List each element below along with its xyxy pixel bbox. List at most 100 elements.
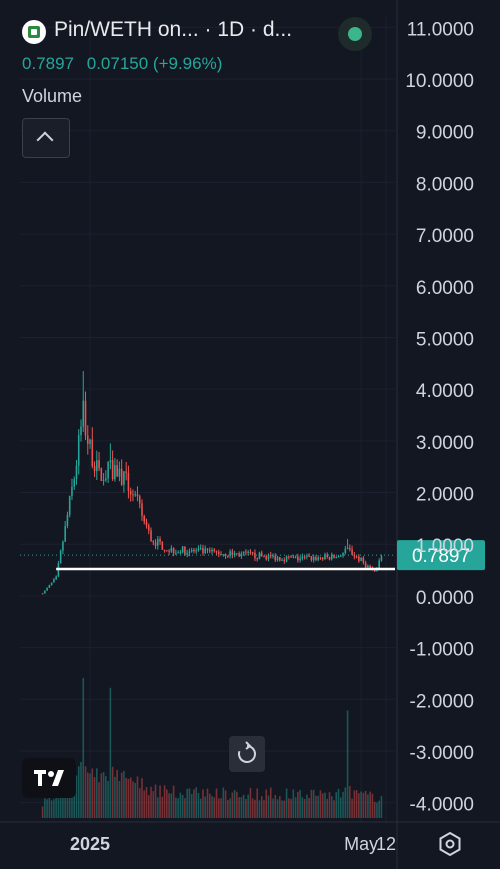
candle-body <box>46 587 48 591</box>
volume-bar <box>324 792 326 818</box>
candle-body <box>64 525 66 542</box>
last-price: 0.7897 <box>22 54 74 73</box>
volume-bar <box>367 794 369 818</box>
reset-view-button[interactable] <box>229 736 265 772</box>
legend-header[interactable]: Pin/WETH on... · 1D · d... <box>22 18 392 48</box>
volume-bar <box>111 766 114 818</box>
volume-bar <box>233 789 236 818</box>
candle-body <box>44 590 46 594</box>
collapse-legend-button[interactable] <box>22 118 70 158</box>
volume-bar <box>116 769 118 818</box>
volume-bar <box>258 800 261 818</box>
volume-bar <box>333 800 335 818</box>
volume-bar <box>197 792 200 818</box>
volume-bar <box>245 798 247 818</box>
volume-bar <box>362 792 365 818</box>
y-tick-label: 10.0000 <box>405 71 474 92</box>
price-axis[interactable]: 11.0000 10.0000 9.0000 8.0000 7.0000 6.0000 5.… <box>405 19 474 815</box>
volume-bar <box>134 782 137 818</box>
volume-bar <box>202 789 204 818</box>
candle-body <box>132 494 134 496</box>
symbol-title[interactable]: Pin/WETH on... · 1D · d... <box>54 18 293 41</box>
candle-body <box>358 556 360 561</box>
candle-body <box>364 562 367 568</box>
candle-body <box>186 552 188 555</box>
volume-bar <box>91 768 94 818</box>
candle-body <box>349 547 351 550</box>
volume-bar <box>145 787 148 818</box>
volume-label: Volume <box>22 86 83 106</box>
candle-body <box>111 460 114 480</box>
volume-bar <box>263 800 265 818</box>
volume-bar <box>136 776 139 818</box>
candle-body <box>80 426 82 436</box>
candle-body <box>240 553 243 557</box>
volume-bar <box>222 787 225 818</box>
y-tick-label: 4.0000 <box>416 381 474 402</box>
live-status-icon[interactable] <box>338 17 372 51</box>
volume-bar <box>161 796 164 818</box>
candle-body <box>161 541 164 550</box>
volume-bar <box>215 788 218 818</box>
candle-body <box>324 554 326 560</box>
volume-bar <box>89 773 91 818</box>
volume-bar <box>105 776 107 818</box>
candle-body <box>175 552 177 554</box>
candle-body <box>242 551 245 554</box>
settings-button[interactable] <box>436 830 464 858</box>
volume-bar <box>44 798 46 818</box>
tradingview-logo-icon[interactable] <box>22 758 76 798</box>
candle-body <box>256 558 258 560</box>
candle-body <box>129 491 132 495</box>
volume-bar <box>73 776 76 818</box>
volume-bar <box>82 678 85 818</box>
candle-body <box>193 549 195 552</box>
volume-bar <box>306 794 308 818</box>
volume-bar <box>274 794 277 818</box>
volume-bar <box>301 797 304 818</box>
volume-bar <box>346 710 349 818</box>
volume-bar <box>265 789 268 818</box>
volume-bar <box>93 777 96 818</box>
volume-bar <box>211 796 213 818</box>
y-tick-label: -4.0000 <box>410 795 474 816</box>
candle-body <box>68 496 71 515</box>
volume-bar <box>371 793 374 818</box>
candle-body <box>292 556 295 558</box>
volume-bar <box>138 788 141 818</box>
volume-bar <box>147 795 150 818</box>
volume-bar <box>168 793 170 818</box>
candle-body <box>145 521 148 526</box>
candle-body <box>179 552 182 554</box>
volume-bar <box>256 788 258 818</box>
candle-body <box>150 530 152 542</box>
volume-bar <box>317 795 319 818</box>
volume-bar <box>297 791 299 818</box>
candle-body <box>269 555 272 557</box>
volume-bar <box>227 799 229 818</box>
y-tick-label: 2.0000 <box>416 485 474 506</box>
candle-body <box>301 556 304 559</box>
candle-body <box>168 550 170 552</box>
candle-body <box>367 565 369 568</box>
candle-body <box>204 548 207 554</box>
candle-body <box>96 460 98 472</box>
volume-bar <box>315 795 317 818</box>
volume-bar <box>360 791 362 818</box>
x-tick-label: 12 <box>376 834 396 854</box>
volume-bar <box>283 800 286 818</box>
candle-body <box>202 548 204 554</box>
volume-bar <box>109 687 112 818</box>
candle-body <box>330 554 333 560</box>
volume-bar <box>68 783 71 818</box>
volume-bar <box>114 776 116 818</box>
candle-body <box>276 557 279 561</box>
y-tick-label: 9.0000 <box>416 123 474 144</box>
candle-body <box>360 557 362 561</box>
volume-bar <box>267 795 270 818</box>
candle-body <box>254 552 256 559</box>
y-tick-label: -3.0000 <box>410 743 474 764</box>
